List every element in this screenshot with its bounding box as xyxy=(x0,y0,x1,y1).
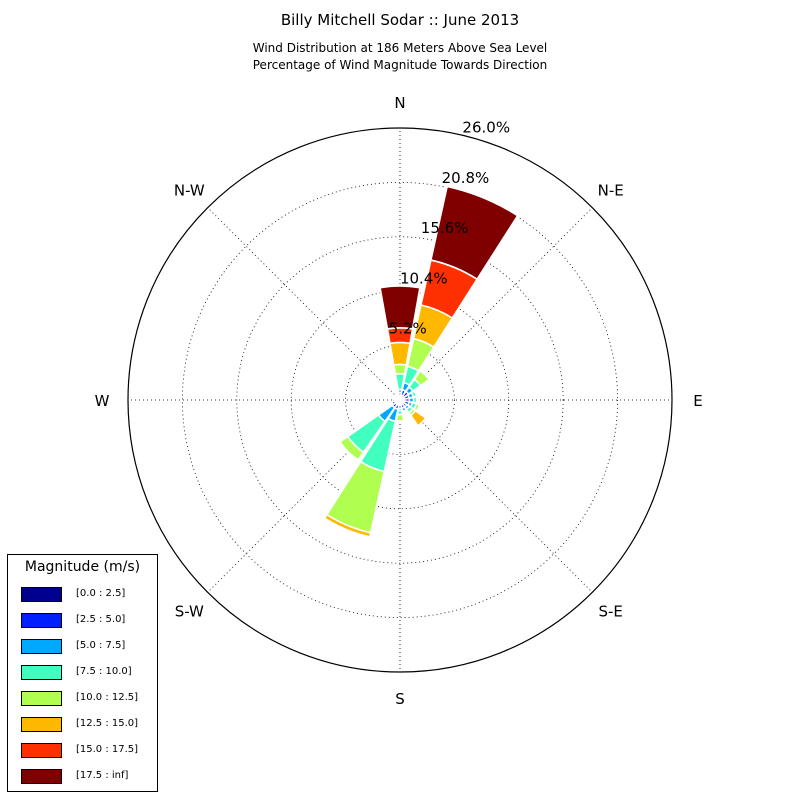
legend-label: [12.5 : 15.0] xyxy=(76,718,139,729)
radial-tick-label-0: 5.2% xyxy=(389,320,427,338)
legend-label: [7.5 : 10.0] xyxy=(76,666,132,677)
radial-tick-label-4: 26.0% xyxy=(462,119,510,137)
legend-swatch xyxy=(21,613,62,628)
bar-dir-45-bin-7 xyxy=(420,367,433,380)
legend-swatch xyxy=(21,587,62,602)
bar-dir-180-bin-4 xyxy=(395,413,405,422)
grid-circle-2 xyxy=(236,236,564,564)
bar-dir-90-bin-3 xyxy=(412,396,418,404)
bar-dir-0-bin-7 xyxy=(379,285,421,330)
bar-dir-135-bin-5 xyxy=(409,409,427,427)
legend-label: [17.5 : inf] xyxy=(76,770,129,781)
bar-dir-225-bin-4 xyxy=(338,435,365,462)
direction-label-n-w: N-W xyxy=(174,181,205,199)
direction-label-n: N xyxy=(394,94,405,112)
grid-spoke-n-e xyxy=(399,207,593,401)
polar-frame xyxy=(127,127,673,673)
legend-title: Magnitude (m/s) xyxy=(24,559,141,575)
direction-label-e: E xyxy=(693,392,702,410)
radial-tick-label-2: 15.6% xyxy=(421,219,469,237)
bar-dir-202.5-bin-5 xyxy=(323,513,372,538)
chart-subtitle-line-2: Percentage of Wind Magnitude Towards Dir… xyxy=(252,58,548,72)
legend-swatch xyxy=(21,743,62,758)
bar-dir-0-bin-4 xyxy=(392,363,408,376)
legend-swatch xyxy=(21,691,62,706)
grid-circle-0 xyxy=(345,345,455,455)
grid-spoke-s-w xyxy=(207,399,401,593)
direction-label-s: S xyxy=(395,690,405,708)
radial-tick-label-1: 10.4% xyxy=(400,269,448,287)
legend-label: [0.0 : 2.5] xyxy=(76,588,126,599)
legend-label: [2.5 : 5.0] xyxy=(76,614,126,625)
bar-dir-22.5-bin-7 xyxy=(429,185,519,281)
radial-tick-label-3: 20.8% xyxy=(442,169,490,187)
bar-dir-270-bin-1 xyxy=(391,397,396,403)
legend: Magnitude (m/s) [0.0 : 2.5] [2.5 : 5.0] [5… xyxy=(7,554,158,792)
direction-label-w: W xyxy=(95,392,110,410)
grid-spoke-n-w xyxy=(207,207,401,401)
direction-label-s-e: S-E xyxy=(599,603,623,621)
legend-label: [10.0 : 12.5] xyxy=(76,692,139,703)
chart-title: Billy Mitchell Sodar :: June 2013 xyxy=(280,11,520,29)
direction-label-s-w: S-W xyxy=(175,603,204,621)
bar-dir-247.5-bin-2 xyxy=(389,400,395,407)
grid-circle-3 xyxy=(181,181,619,619)
bar-dir-0-bin-5 xyxy=(389,341,411,366)
bar-dir-112.5-bin-4 xyxy=(413,402,421,412)
grid-spoke-s-e xyxy=(399,399,593,593)
chart-subtitle-line-1: Wind Distribution at 186 Meters Above Se… xyxy=(252,41,548,55)
legend-swatch xyxy=(21,769,62,784)
legend-swatch xyxy=(21,665,62,680)
direction-label-n-e: N-E xyxy=(598,181,624,199)
legend-swatch xyxy=(21,717,62,732)
legend-swatch xyxy=(21,639,62,654)
legend-label: [5.0 : 7.5] xyxy=(76,640,126,651)
bar-dir-337.5-bin-1 xyxy=(396,394,401,399)
legend-label: [15.0 : 17.5] xyxy=(76,744,139,755)
